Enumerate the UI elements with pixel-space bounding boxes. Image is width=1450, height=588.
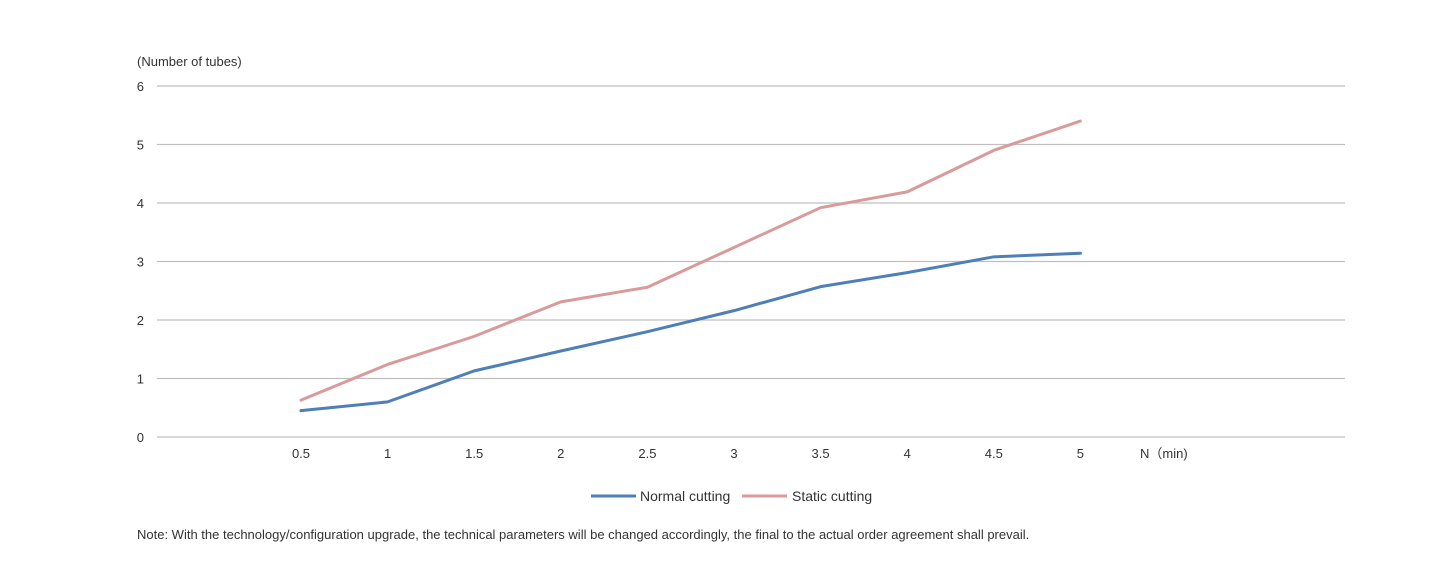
y-tick-label: 3	[137, 255, 144, 270]
y-tick-label: 2	[137, 313, 144, 328]
series-line-2	[299, 119, 1082, 402]
y-tick-labels: 0 1 2 3 4 5 6	[137, 79, 144, 445]
y-tick-label: 6	[137, 79, 144, 94]
footnote: Note: With the technology/configuration …	[137, 527, 1030, 542]
x-tick-labels: 0.5 1 1.5 2 2.5 3 3.5 4 4.5 5	[292, 446, 1084, 461]
legend: Normal cutting Static cutting	[591, 488, 872, 504]
x-tick-label: 3.5	[812, 446, 830, 461]
grid-lines	[157, 85, 1345, 438]
y-tick-label: 0	[137, 430, 144, 445]
x-tick-label: 5	[1077, 446, 1084, 461]
x-tick-label: 4	[904, 446, 911, 461]
y-tick-label: 4	[137, 196, 144, 211]
series-lines	[299, 119, 1082, 413]
y-tick-label: 5	[137, 138, 144, 153]
x-tick-label: 2	[557, 446, 564, 461]
y-axis-label: (Number of tubes)	[137, 54, 242, 69]
x-tick-label: 1.5	[465, 446, 483, 461]
series-line-1	[299, 251, 1082, 413]
x-tick-label: 2.5	[638, 446, 656, 461]
x-tick-label: 1	[384, 446, 391, 461]
y-tick-label: 1	[137, 372, 144, 387]
legend-label: Normal cutting	[640, 488, 730, 504]
x-axis-label: N（min)	[1140, 446, 1188, 461]
x-tick-label: 3	[730, 446, 737, 461]
x-tick-label: 0.5	[292, 446, 310, 461]
x-tick-label: 4.5	[985, 446, 1003, 461]
legend-label: Static cutting	[792, 488, 872, 504]
